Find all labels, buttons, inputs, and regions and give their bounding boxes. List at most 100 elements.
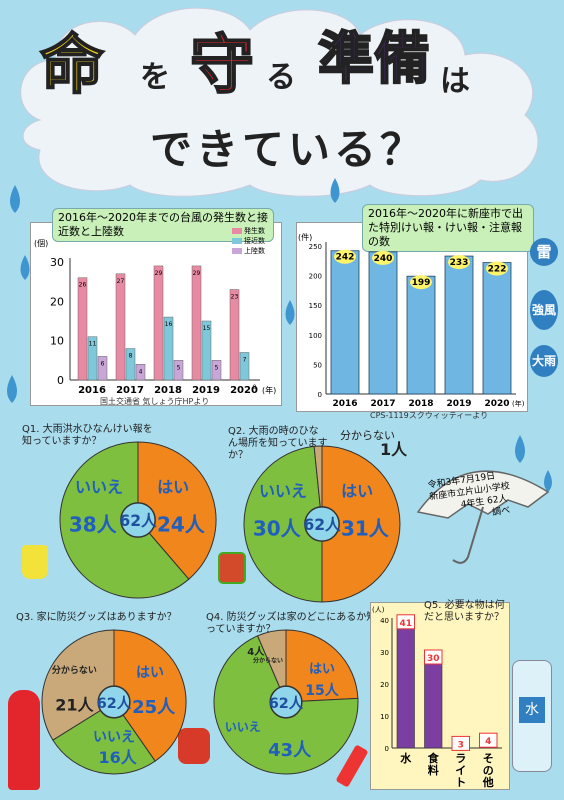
chart2-ytick: 150 — [309, 302, 322, 310]
chart1-bar — [173, 360, 184, 381]
q3-yes-count: 25人 — [132, 697, 176, 718]
chart2-yunit: (件) — [298, 232, 312, 242]
chart1-legend: 発生数 接近数 上陸数 — [232, 226, 265, 256]
q2-yes-label: はい — [341, 482, 373, 501]
title-line2: できている？ — [150, 125, 427, 174]
q5-xtick: の — [483, 764, 494, 777]
chart1-bar — [229, 289, 240, 381]
q3-no-count: 16人 — [98, 748, 137, 767]
chart2-bar-label: 240 — [374, 254, 393, 264]
pie-center-total: 62人 — [269, 695, 304, 712]
q5-bar-label: 3 — [458, 740, 464, 750]
chart2-bar-label: 242 — [336, 253, 355, 263]
chart1-yunit: (個) — [34, 238, 48, 248]
chart1-bar-label: 11 — [89, 341, 97, 348]
pie-center-total: 62人 — [97, 695, 132, 712]
chart1-ytick: 10 — [50, 335, 64, 348]
chart2-xtick: 2018 — [408, 399, 433, 409]
chart2-ytick: 200 — [309, 273, 322, 281]
q5-chart: (人) 0 10 20 30 40 41 水 30 食料 3 ライト 4 その他 — [372, 606, 502, 789]
chart1-bar-label: 27 — [117, 278, 125, 285]
q5-xtick: 水 — [400, 751, 412, 765]
q5-xtick: ト — [455, 776, 466, 789]
chart1-ytick: 30 — [50, 256, 64, 269]
chart2-caption: 2016年〜2020年に新座市で出た特別けい報・けい報・注意報の数 — [362, 204, 534, 252]
chart1-xtick: 2020 — [230, 385, 258, 396]
side-label-kyofu: 強風 — [530, 290, 558, 330]
umbrella-icon — [416, 470, 550, 564]
q5-bar-label-bg — [451, 735, 470, 751]
chart1-bar — [163, 316, 174, 381]
chart2-source: CPS-1119スクウィッティーより — [370, 411, 489, 420]
q5-xtick: そ — [483, 752, 494, 765]
chart2-xunit: (年) — [512, 399, 525, 408]
chart2-bar-label-bg — [448, 255, 470, 270]
chart1-bar — [239, 352, 250, 381]
legend-sekkin: 接近数 — [244, 237, 265, 245]
chart2-xtick: 2020 — [484, 399, 509, 409]
q2-question: Q2. 大雨の時のひなん場所を知っていますか？ — [228, 426, 328, 461]
chart1-bar — [201, 320, 212, 381]
water-bottle-icon: 水 — [512, 660, 552, 772]
pie-center — [304, 506, 340, 542]
chart1-ytick: 0 — [57, 374, 64, 387]
chart2-ytick: 0 — [318, 391, 322, 399]
q4-yes-label: はい — [309, 662, 335, 677]
chart2-bar — [368, 251, 398, 395]
chart2-xtick: 2019 — [446, 399, 471, 409]
chart2-bar — [482, 262, 512, 395]
q5-bar-label: 41 — [399, 619, 412, 629]
chart1-bar — [115, 273, 126, 381]
pie-center-total: 62人 — [119, 512, 157, 530]
q5-xtick: 食 — [428, 751, 440, 765]
chart2-bar-label-bg — [410, 275, 432, 290]
chart1-bar-label: 4 — [139, 368, 143, 375]
chart2-svg: (件) 0 50 100 150 200 250 242 2016 240 2017 199 2018 2… — [298, 232, 525, 409]
chart1-bar-label: 5 — [177, 364, 181, 371]
q5-bar-label-bg — [396, 614, 415, 630]
chart1-bar — [77, 277, 88, 381]
q4-no-label: いいえ — [225, 720, 261, 734]
chart1-bar — [125, 348, 136, 381]
pie-slice — [313, 445, 323, 525]
legend-joriku: 上陸数 — [244, 247, 265, 255]
title-mamoru: 守 — [189, 28, 255, 104]
side-label-kaminari: 雷 — [530, 238, 558, 266]
pie-slice — [256, 629, 287, 703]
q5-xtick: 料 — [428, 763, 439, 777]
chart1-bar-label: 15 — [203, 325, 211, 332]
pie-center — [269, 685, 303, 719]
q5-bar-label: 4 — [485, 737, 491, 747]
q4-unknown-label: 分からない — [253, 656, 283, 664]
chart2-bar-label: 233 — [450, 258, 469, 268]
chart2-xtick: 2016 — [332, 399, 357, 409]
q2-yes-count: 31人 — [341, 517, 390, 541]
q3-no-label: いいえ — [93, 730, 135, 746]
q3-yes-label: はい — [136, 665, 164, 681]
chart1-xunit: (年) — [262, 385, 276, 395]
chart2-bar-label-bg — [486, 261, 508, 276]
q3-unknown-count: 21人 — [55, 696, 94, 715]
chart1-bar-label: 0 — [253, 384, 257, 391]
pie-slice — [321, 445, 401, 603]
chart1-bar-label: 26 — [79, 282, 87, 289]
chart2-bar-label-bg — [372, 250, 394, 265]
chart2-bar — [406, 275, 436, 395]
raincoat-icon — [8, 690, 40, 790]
chart1-bar-label: 5 — [215, 364, 219, 371]
pie-center — [120, 502, 156, 538]
pie-center — [97, 685, 131, 719]
chart1-bar-label: 8 — [129, 353, 133, 360]
q2-unknown-count: 1人 — [380, 440, 408, 459]
chart1-bar-label: 29 — [155, 270, 163, 277]
chart2-bar-label: 199 — [412, 278, 431, 288]
chart1-xtick: 2016 — [78, 385, 106, 396]
q5-bar — [424, 651, 443, 749]
can-icon — [218, 552, 246, 584]
rain-boots-icon — [22, 545, 48, 579]
legend-hassei: 発生数 — [244, 227, 265, 235]
q4-yes-count: 15人 — [305, 682, 339, 699]
chart1-bar — [87, 336, 98, 381]
q5-bar-label-bg — [424, 649, 443, 665]
